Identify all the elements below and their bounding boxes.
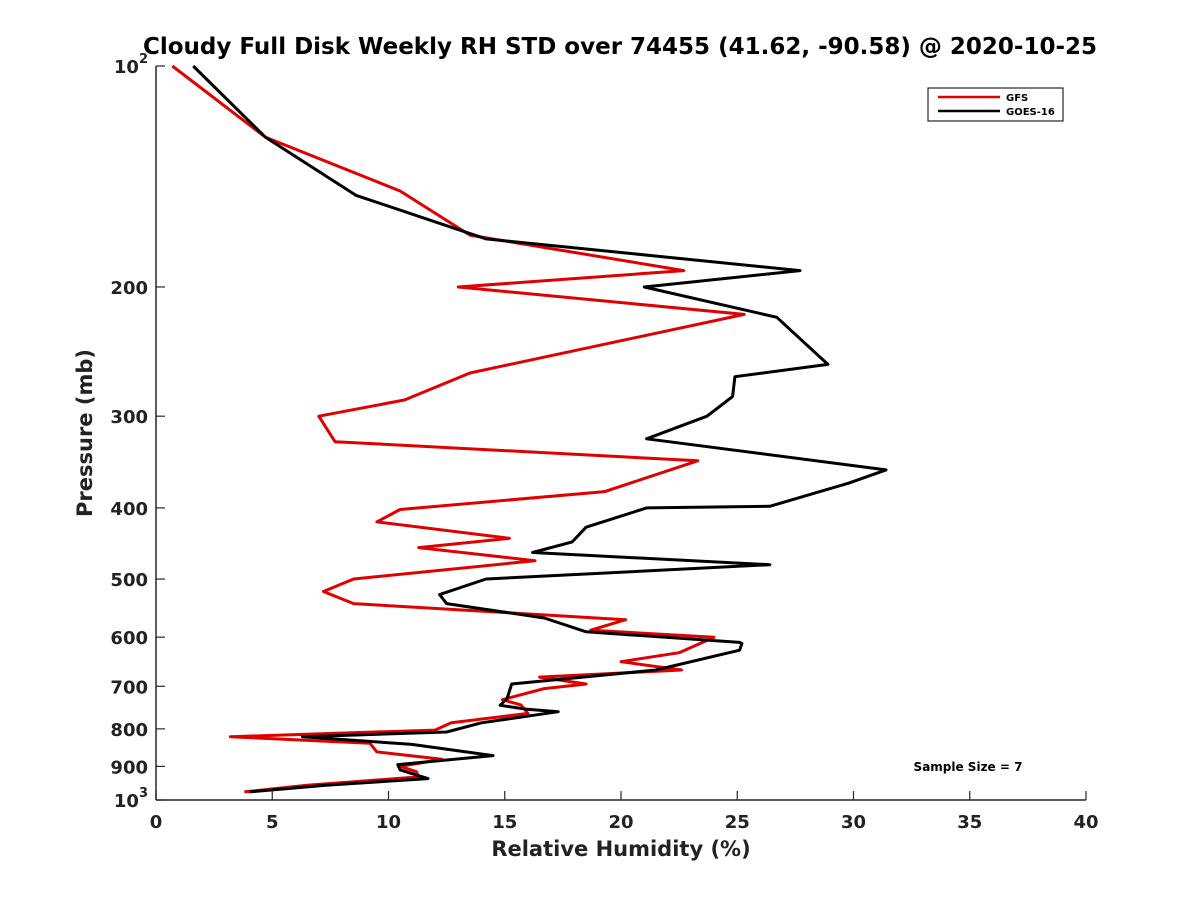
y-tick-label: 600 [110,628,148,649]
y-tick-label: 200 [110,278,148,299]
series-line-gfs [171,64,746,794]
legend: GFS GOES-16 [927,87,1064,122]
x-tick-label: 0 [150,812,163,833]
x-tick-label: 15 [492,812,517,833]
x-tick-label: 25 [725,812,750,833]
legend-box [927,87,1064,122]
x-tick-label: 5 [266,812,279,833]
y-tick-label: 103 [114,786,148,812]
y-tick-label: 900 [110,757,148,778]
plot-area [155,66,1086,801]
y-tick-label: 300 [110,407,148,428]
legend-label-goes16: GOES-16 [1006,107,1055,118]
x-tick-label: 35 [957,812,982,833]
y-tick-label: 400 [110,499,148,520]
y-tick-label: 500 [110,570,148,591]
x-axis-ticks: 0 5 10 15 20 25 30 35 40 [150,791,1099,833]
x-tick-label: 30 [841,812,866,833]
y-tick-label: 102 [114,52,148,78]
x-tick-label: 20 [608,812,633,833]
x-tick-label: 10 [376,812,401,833]
x-axis-label: Relative Humidity (%) [491,837,750,861]
y-tick-label: 800 [110,720,148,741]
x-tick-label: 40 [1073,812,1098,833]
legend-label-gfs: GFS [1006,93,1028,104]
y-tick-label: 700 [110,677,148,698]
series-line-goes-16 [192,64,888,794]
y-axis-label: Pressure (mb) [73,349,97,517]
chart-title: Cloudy Full Disk Weekly RH STD over 7445… [143,34,1097,60]
sample-size-annotation: Sample Size = 7 [914,760,1023,774]
y-axis-ticks: 102 200 300 400 500 600 700 800 900 103 [110,52,165,812]
series-layer [171,64,888,794]
